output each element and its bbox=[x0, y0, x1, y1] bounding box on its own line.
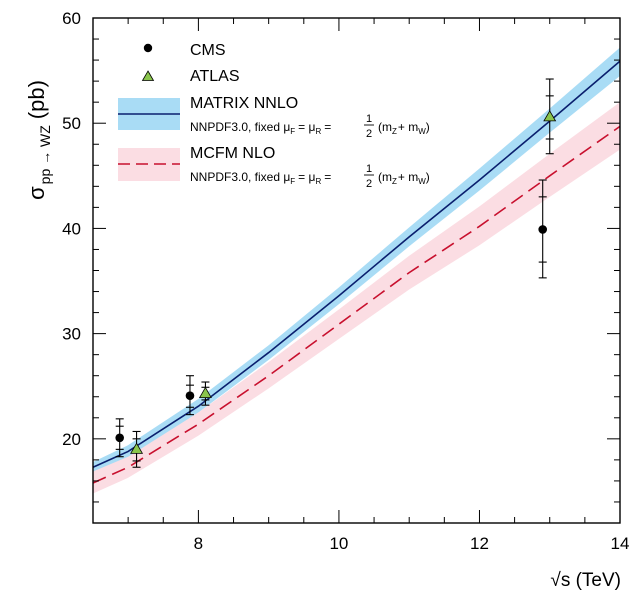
legend-matrix-mass: (mZ+ mW) bbox=[378, 120, 430, 136]
x-tick-label: 12 bbox=[470, 534, 489, 553]
legend-mcfm-mass: (mZ+ mW) bbox=[378, 170, 430, 186]
atlas-point-1 bbox=[130, 442, 144, 454]
theory-lines bbox=[92, 60, 621, 484]
y-tick-label: 40 bbox=[62, 219, 81, 238]
y-tick-label: 20 bbox=[62, 430, 81, 449]
mcfm-nlo-line bbox=[92, 125, 621, 484]
y-tick-label: 50 bbox=[62, 114, 81, 133]
legend-atlas-label: ATLAS bbox=[190, 68, 240, 85]
legend-mcfm-frac-den: 2 bbox=[366, 178, 372, 190]
legend-mcfm-frac-num: 1 bbox=[366, 163, 372, 175]
x-axis-label: √s (TeV) bbox=[550, 570, 621, 591]
atlas-point-2 bbox=[198, 386, 212, 398]
matrix-nnlo-line bbox=[92, 60, 621, 468]
x-tick-label: 14 bbox=[611, 534, 630, 553]
y-axis-unit: (pb) bbox=[24, 80, 49, 119]
cms-point-2 bbox=[185, 391, 195, 400]
legend-matrix-pdf: NNPDF3.0, fixed μF = μR = bbox=[190, 120, 331, 136]
y-tick-label: 60 bbox=[62, 9, 81, 28]
theory-bands bbox=[93, 47, 620, 494]
y-axis-symbol: σ bbox=[24, 186, 49, 200]
y-tick-label: 30 bbox=[62, 325, 81, 344]
y-axis-subscript: pp → WZ bbox=[37, 125, 53, 185]
svg-text:σpp → WZ(pb): σpp → WZ (pb) bbox=[24, 80, 53, 200]
x-tick-label: 10 bbox=[329, 534, 348, 553]
legend-matrix-label: MATRIX NNLO bbox=[190, 95, 298, 112]
atlas-point-3 bbox=[543, 110, 557, 122]
legend-matrix-frac-den: 2 bbox=[366, 128, 372, 140]
legend-matrix-frac-num: 1 bbox=[366, 113, 372, 125]
cms-point-1 bbox=[115, 433, 125, 443]
legend-cms-marker bbox=[143, 43, 153, 53]
legend-atlas-marker bbox=[141, 70, 155, 81]
mcfm-nlo-band bbox=[93, 102, 620, 494]
legend-mcfm-pdf: NNPDF3.0, fixed μF = μR = bbox=[190, 170, 331, 186]
y-axis-label: σpp → WZ (pb) bbox=[24, 80, 53, 200]
legend-mcfm-label: MCFM NLO bbox=[190, 145, 275, 162]
legend-cms-label: CMS bbox=[190, 42, 226, 59]
data-points bbox=[115, 78, 557, 468]
cms-point-3 bbox=[538, 225, 548, 234]
x-tick-label: 8 bbox=[194, 534, 203, 553]
legend: CMS ATLAS MATRIX NNLO NNPDF3.0, fixed μF… bbox=[118, 42, 430, 190]
